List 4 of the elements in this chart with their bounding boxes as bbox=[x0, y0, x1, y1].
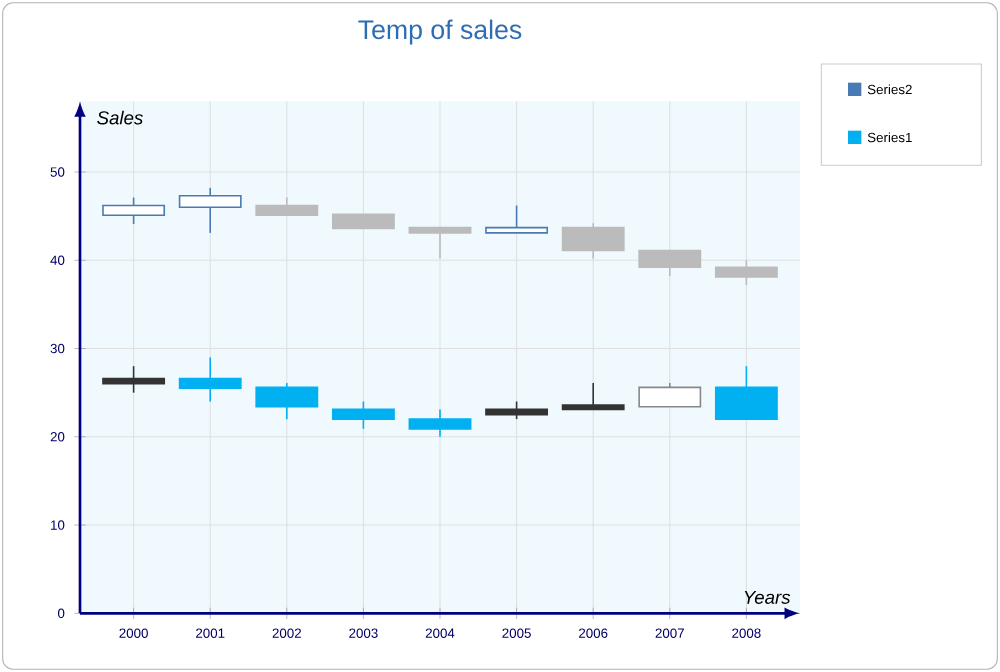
y-axis-title: Sales bbox=[97, 110, 143, 125]
chart-title: Temp of sales bbox=[358, 19, 522, 45]
x-axis-title: Years bbox=[744, 590, 791, 604]
candlestick bbox=[102, 365, 166, 394]
